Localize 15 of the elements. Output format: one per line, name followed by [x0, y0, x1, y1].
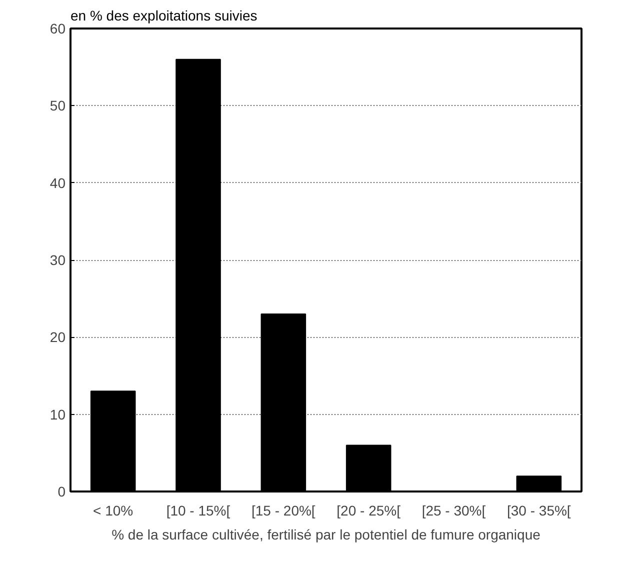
y-axis-title: en % des exploitations suivies	[70, 8, 258, 24]
x-tick-label: [20 - 25%[	[336, 502, 401, 518]
x-tick-label: [25 - 30%[	[422, 502, 486, 518]
y-tick-label: 30	[50, 252, 66, 268]
x-tick-label: [15 - 20%[	[252, 502, 316, 518]
y-tick-label: 60	[50, 20, 66, 36]
y-tick-label: 50	[50, 98, 66, 114]
x-tick-label: [30 - 35%[	[507, 502, 571, 518]
y-tick-label: 10	[50, 406, 66, 422]
x-tick-label: [10 - 15%[	[166, 502, 230, 518]
x-tick-label: < 10%	[93, 502, 134, 518]
x-axis-title: % de la surface cultivée, fertilisé par le potentiel de fumure organique	[112, 526, 541, 542]
y-tick-label: 20	[50, 329, 66, 346]
y-tick-label: 0	[58, 484, 66, 500]
y-tick-label: 40	[50, 174, 66, 191]
